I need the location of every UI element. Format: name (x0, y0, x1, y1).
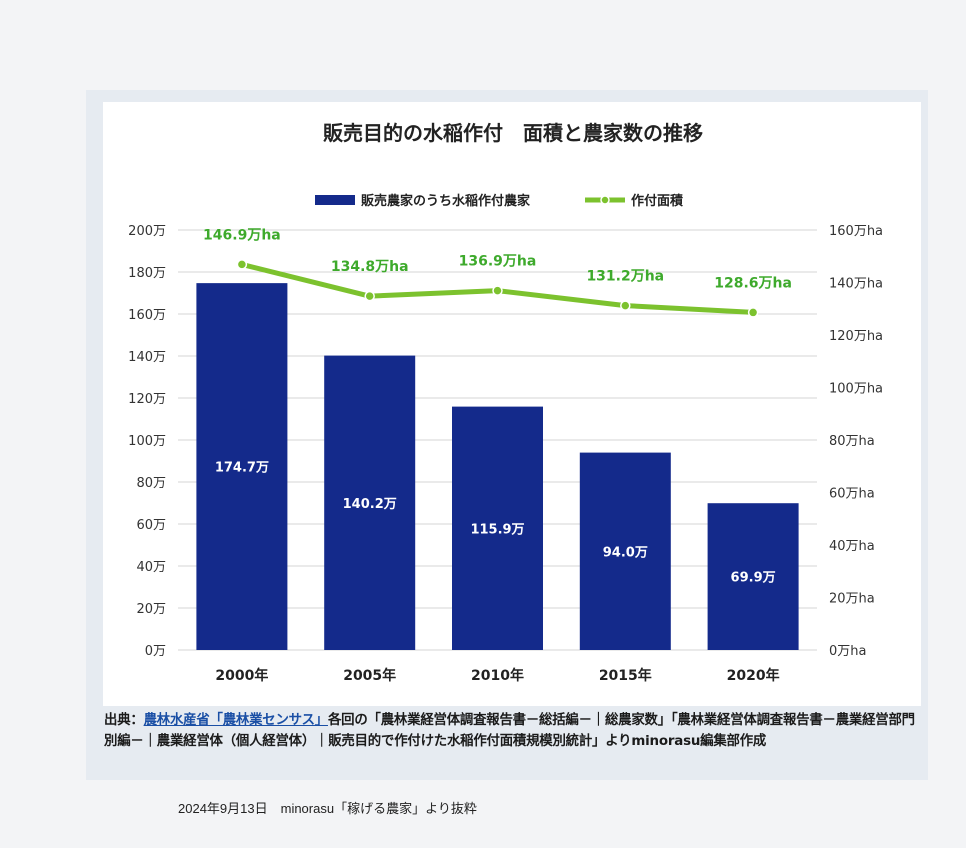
line-point (620, 300, 631, 311)
bar-value-label: 174.7万 (215, 461, 269, 476)
line-point (492, 285, 503, 296)
y-right-tick-label: 60万ha (829, 487, 875, 502)
line-value-label: 128.6万ha (714, 275, 792, 291)
x-tick-label: 2000年 (215, 667, 268, 684)
legend-swatch-marker (600, 195, 610, 205)
legend-label-bar: 販売農家のうち水稲作付農家 (361, 193, 531, 209)
y-right-tick-label: 140万ha (829, 277, 883, 292)
line-value-label: 146.9万ha (203, 227, 281, 243)
line-value-label: 136.9万ha (459, 254, 537, 270)
y-left-tick-label: 140万 (128, 350, 166, 365)
caption: 2024年9月13日 minorasu「稼げる農家」より抜粋 (178, 801, 477, 816)
y-left-tick-label: 80万 (136, 476, 166, 491)
line-point (236, 259, 248, 270)
y-right-tick-label: 0万ha (829, 644, 866, 659)
bar-value-label: 115.9万 (470, 522, 524, 537)
y-right-tick-label: 80万ha (829, 434, 875, 449)
y-right-tick-label: 100万ha (829, 382, 883, 397)
legend-label-line: 作付面積 (631, 193, 684, 209)
y-left-tick-label: 40万 (136, 560, 166, 575)
y-right-tick-label: 120万ha (829, 329, 883, 344)
y-left-tick-label: 120万 (128, 392, 166, 407)
source-link[interactable]: 農林水産省「農林業センサス」 (143, 713, 329, 728)
y-right-tick-label: 40万ha (829, 539, 875, 554)
source-body: 各回の「農林業経営体調査報告書－総括編－｜総農家数」「農林業経営体調査報告書－農… (104, 713, 915, 749)
y-left-tick-label: 180万 (128, 266, 166, 281)
bar (707, 503, 799, 650)
bar (324, 355, 416, 650)
y-left-tick-label: 200万 (128, 224, 166, 239)
line-point (364, 290, 375, 302)
y-left-tick-label: 0万 (145, 644, 166, 659)
x-tick-label: 2015年 (599, 667, 652, 684)
line-point (747, 307, 759, 318)
x-tick-label: 2005年 (343, 667, 396, 684)
line-value-label: 131.2万ha (586, 269, 664, 285)
y-left-tick-label: 160万 (128, 308, 166, 323)
y-left-tick-label: 60万 (136, 518, 166, 533)
source-note: 出典：農林水産省「農林業センサス」各回の「農林業経営体調査報告書－総括編－｜総農… (104, 710, 928, 752)
chart-title: 販売目的の水稲作付 面積と農家数の推移 (323, 121, 703, 145)
line-value-label: 134.8万ha (331, 259, 409, 275)
x-tick-label: 2010年 (471, 667, 524, 684)
y-left-tick-label: 20万 (136, 602, 166, 617)
source-prefix: 出典： (104, 713, 144, 728)
y-right-tick-label: 20万ha (829, 592, 875, 607)
bar-value-label: 94.0万 (603, 545, 648, 560)
bar-value-label: 69.9万 (731, 571, 776, 586)
legend-swatch-bar (315, 195, 355, 205)
bar (196, 283, 288, 650)
bar (579, 452, 671, 650)
x-tick-label: 2020年 (727, 667, 780, 684)
chart-panel: 販売目的の水稲作付 面積と農家数の推移販売農家のうち水稲作付農家 作付面積 0万 20… (103, 102, 921, 706)
y-left-tick-label: 100万 (128, 434, 166, 449)
bar (452, 406, 543, 650)
y-right-tick-label: 160万ha (829, 224, 883, 239)
bar-value-label: 140.2万 (343, 497, 397, 512)
